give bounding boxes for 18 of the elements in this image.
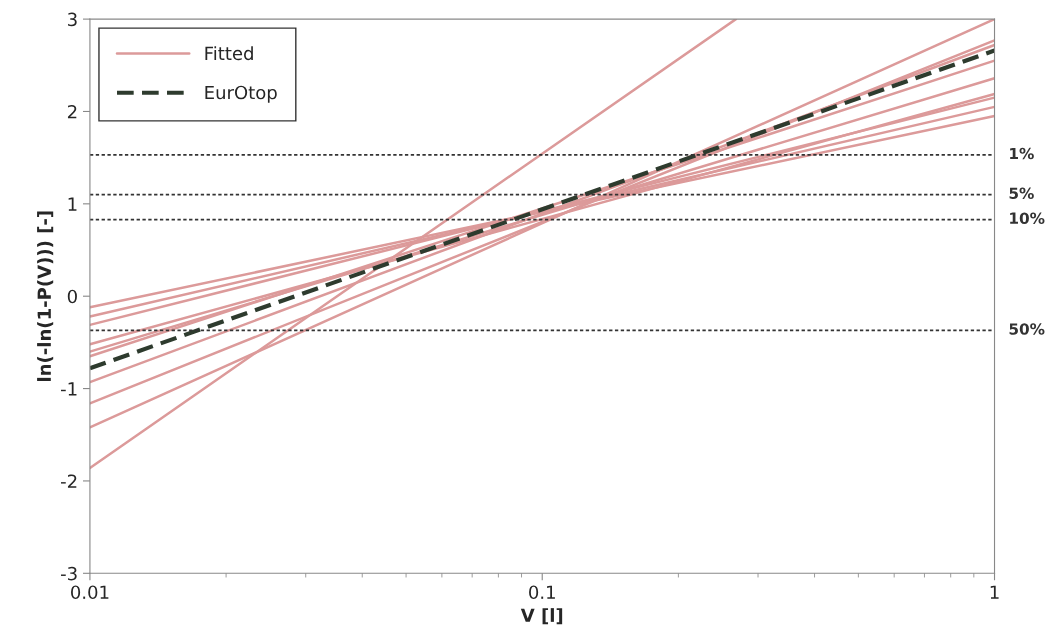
x-axis-title: V [l] — [520, 608, 563, 625]
y-tick-label: 0 — [67, 289, 77, 304]
x-tick-label: 1 — [990, 585, 999, 599]
y-axis-title: ln(-ln(1-P(V))) [-] — [37, 211, 54, 382]
text: 5% — [1009, 187, 1034, 200]
y-tick-label: -3 — [61, 566, 77, 581]
y-tick-label: -1 — [61, 382, 77, 396]
legend-label: EurOtop — [205, 85, 277, 103]
text: 1% — [1010, 147, 1034, 160]
y-tick-label: -2 — [61, 474, 77, 488]
text: 50% — [1009, 323, 1045, 335]
y-tick-label: 2 — [67, 104, 77, 119]
text: 10% — [1010, 212, 1045, 224]
x-tick-label: 0.1 — [529, 585, 555, 600]
y-tick-label: 1 — [68, 197, 77, 211]
y-tick-label: 3 — [68, 12, 77, 27]
legend-label: Fitted — [205, 46, 253, 61]
x-tick-label: 0.01 — [71, 585, 109, 600]
